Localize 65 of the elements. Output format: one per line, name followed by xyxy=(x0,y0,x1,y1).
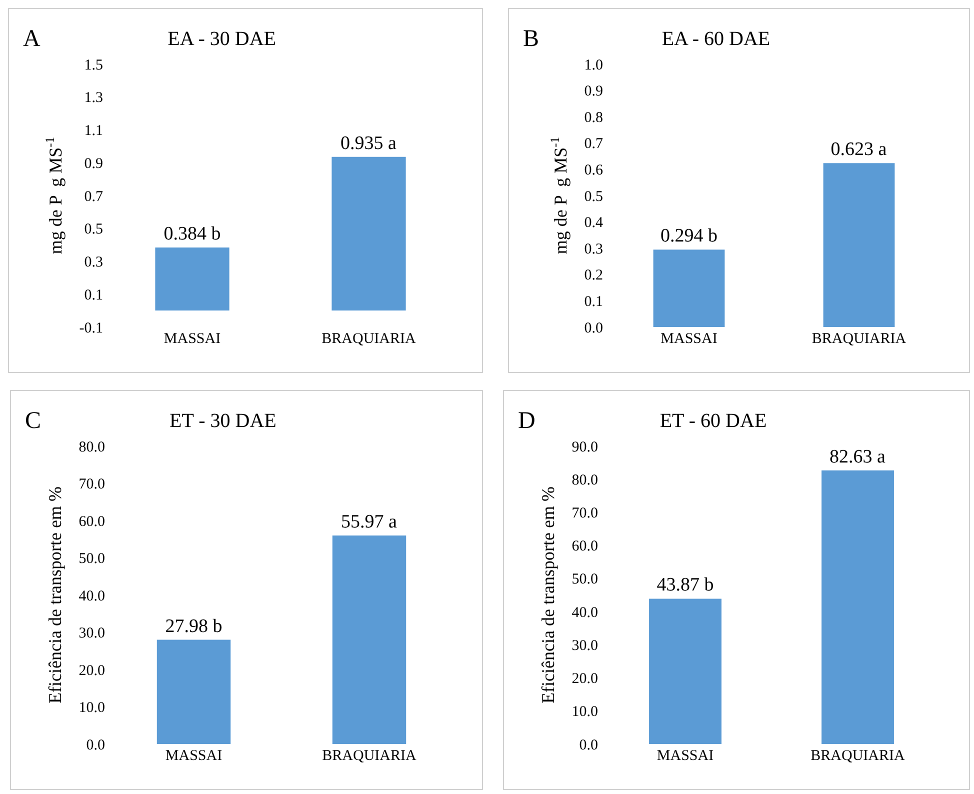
y-tick-label: 10.0 xyxy=(78,700,105,716)
y-tick-label: 30.0 xyxy=(572,638,598,654)
data-label: 0.294 b xyxy=(660,226,718,247)
y-tick-label: 0.6 xyxy=(584,162,604,178)
y-tick-label: 0.8 xyxy=(584,110,603,126)
x-tick-label: BRAQUIARIA xyxy=(322,748,416,764)
y-tick-label: 50.0 xyxy=(78,551,105,567)
y-tick-label: 80.0 xyxy=(572,472,598,488)
y-tick-label: 0.3 xyxy=(584,241,603,258)
text: D xyxy=(518,408,536,434)
x-tick-label: BRAQUIARIA xyxy=(322,331,416,347)
y-tick-label: 1.1 xyxy=(84,123,103,139)
y-tick-label: 70.0 xyxy=(78,476,105,492)
x-tick-label: BRAQUIARIA xyxy=(810,748,905,764)
y-tick-label: 0.3 xyxy=(84,254,103,270)
data-label: 27.98 b xyxy=(165,616,222,637)
y-tick-label: 0.7 xyxy=(584,136,604,152)
chart-title: ET - 60 DAE xyxy=(660,410,767,432)
x-tick-label: BRAQUIARIA xyxy=(812,331,906,347)
x-tick-label: MASSAI xyxy=(165,748,222,764)
y-tick-label: 30.0 xyxy=(78,626,105,642)
y-axis-title: Eficiência de transporte em % xyxy=(44,486,65,704)
data-label: 0.384 b xyxy=(164,223,221,244)
text: C xyxy=(25,408,42,434)
y-tick-label: 1.3 xyxy=(84,90,103,106)
y-tick-label: 1.5 xyxy=(84,57,103,74)
text: B xyxy=(523,26,540,52)
y-tick-label: -0.1 xyxy=(79,320,103,336)
data-label: 0.623 a xyxy=(830,139,888,160)
y-tick-label: 0.7 xyxy=(84,188,104,205)
y-tick-label: 1.0 xyxy=(584,57,603,74)
y-tick-label: 90.0 xyxy=(572,439,598,456)
y-tick-label: 40.0 xyxy=(572,604,598,621)
y-tick-label: 60.0 xyxy=(572,538,598,555)
y-tick-label: 0.1 xyxy=(84,287,103,304)
y-tick-label: 60.0 xyxy=(78,514,105,530)
data-label: 82.63 a xyxy=(830,446,886,468)
y-tick-label: 0.0 xyxy=(579,737,598,754)
text: A xyxy=(23,26,41,52)
data-label: 43.87 b xyxy=(656,574,714,596)
chart-title: EA - 60 DAE xyxy=(662,28,770,50)
y-tick-label: 20.0 xyxy=(572,671,598,688)
y-axis-title: Eficiência de transporte em % xyxy=(538,486,558,704)
chart-title: EA - 30 DAE xyxy=(168,28,276,50)
chart-title: ET - 30 DAE xyxy=(170,410,276,432)
y-tick-label: 0.4 xyxy=(584,215,604,232)
x-tick-label: MASSAI xyxy=(660,331,718,347)
y-tick-label: 50.0 xyxy=(572,572,598,588)
data-label: 0.935 a xyxy=(340,132,398,154)
y-tick-label: 0.2 xyxy=(584,268,603,284)
y-tick-label: 0.0 xyxy=(584,320,603,336)
y-tick-label: 0.9 xyxy=(84,156,103,172)
y-tick-label: 10.0 xyxy=(572,704,598,720)
y-tick-label: 0.5 xyxy=(584,188,603,205)
y-tick-label: 0.1 xyxy=(584,294,603,310)
y-tick-label: 80.0 xyxy=(78,439,105,456)
y-tick-label: 20.0 xyxy=(78,662,105,679)
y-tick-label: 0.5 xyxy=(84,222,103,238)
y-tick-label: 0.9 xyxy=(584,84,603,100)
x-tick-label: MASSAI xyxy=(164,331,221,347)
y-tick-label: 40.0 xyxy=(78,588,105,604)
y-tick-label: 70.0 xyxy=(572,505,598,522)
x-tick-label: MASSAI xyxy=(656,748,714,764)
y-tick-label: 0.0 xyxy=(86,737,105,754)
data-label: 55.97 a xyxy=(341,512,398,533)
